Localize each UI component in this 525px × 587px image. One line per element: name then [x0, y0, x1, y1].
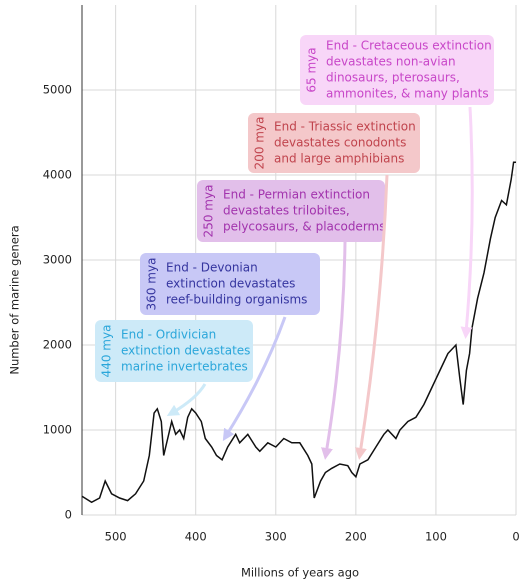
- annotation: 200 mya End - Triassic extinction devastat…: [248, 113, 420, 460]
- annotation-text: devastates conodonts: [274, 136, 406, 150]
- annotation-box: [95, 320, 253, 382]
- annotation-text: devastates non-avian: [326, 55, 456, 69]
- annotation-text: extinction devastates: [166, 277, 295, 291]
- annotation: 65 mya End - Cretaceous extinction devasta…: [300, 35, 494, 339]
- annotation-text: reef-building organisms: [166, 293, 307, 307]
- annotation-text: End - Devonian: [166, 261, 258, 275]
- annotation-text: extinction devastates: [121, 344, 250, 358]
- y-tick-label: 3000: [43, 253, 72, 267]
- x-tick-label: 500: [105, 530, 127, 544]
- annotation-box: [197, 180, 385, 242]
- annotation-box: [248, 113, 420, 173]
- annotation-text: and large amphibians: [274, 152, 404, 166]
- arrow: [354, 174, 389, 460]
- x-tick-label: 300: [265, 530, 287, 544]
- annotation-box: [300, 35, 494, 105]
- annotation-date: 65 mya: [305, 47, 319, 92]
- y-tick-label: 5000: [43, 83, 72, 97]
- annotation: 440 mya End - Ordivician extinction devast…: [95, 320, 253, 417]
- annotation-text: marine invertebrates: [121, 360, 248, 374]
- y-tick-label: 4000: [43, 168, 72, 182]
- y-axis-label: Number of marine genera: [8, 225, 22, 374]
- x-tick-label: 400: [185, 530, 207, 544]
- annotation-box: [140, 253, 320, 315]
- annotation-date: 440 mya: [100, 325, 114, 378]
- x-tick-label: 100: [425, 530, 447, 544]
- x-tick-label: 200: [345, 530, 367, 544]
- annotation-date: 250 mya: [202, 185, 216, 238]
- annotation-text: pelycosaurs, & placoderms: [223, 220, 385, 234]
- annotation-text: ammonites, & many plants: [326, 87, 489, 101]
- annotation-text: End - Permian extinction: [223, 188, 370, 202]
- annotation-text: devastates trilobites,: [223, 204, 350, 218]
- y-tick-label: 2000: [43, 338, 72, 352]
- annotation-date: 360 mya: [145, 258, 159, 311]
- annotation-text: End - Ordivician: [121, 328, 216, 342]
- arrow: [321, 241, 347, 460]
- arrow: [460, 106, 474, 339]
- x-tick-label: 0: [512, 530, 519, 544]
- annotation: 360 mya End - Devonian extinction devastat…: [140, 253, 320, 442]
- arrow: [222, 316, 287, 442]
- annotation-text: End - Cretaceous extinction: [326, 39, 492, 53]
- annotation-date: 200 mya: [253, 117, 267, 170]
- arrow: [166, 383, 207, 417]
- y-tick-label: 0: [65, 508, 72, 522]
- y-tick-label: 1000: [43, 423, 72, 437]
- annotation-text: End - Triassic extinction: [274, 120, 416, 134]
- data-line: [81, 161, 516, 504]
- x-axis-label: Millions of years ago: [241, 566, 359, 580]
- annotation-text: dinosaurs, pterosaurs,: [326, 71, 460, 85]
- annotation: 250 mya End - Permian extinction devastate…: [197, 180, 385, 460]
